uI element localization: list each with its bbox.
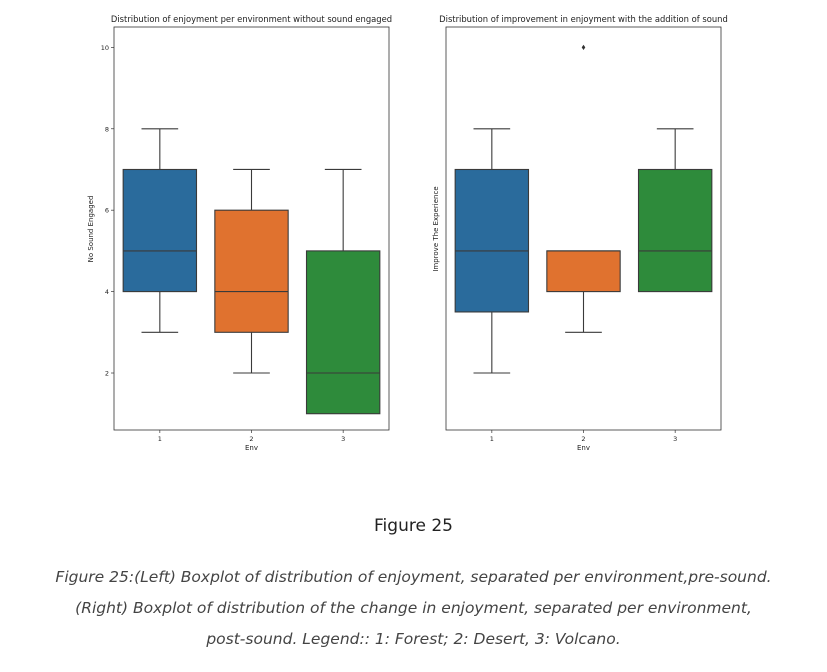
caption-line-3: post-sound. Legend:: 1: Forest; 2: Deser… [206,630,621,648]
right-boxplot-panel: Distribution of improvement in enjoyment… [432,14,728,452]
outlier-point [581,44,586,50]
box-3 [305,250,381,415]
y-axis-label: Improve The Experience [432,186,440,271]
box-2 [214,209,289,333]
boxplot-figure: Distribution of enjoyment per environmen… [87,14,728,452]
chart-title: Distribution of enjoyment per environmen… [111,14,392,24]
box-1 [122,168,198,293]
y-tick-label: 10 [101,44,109,52]
x-tick-label: 3 [341,435,345,443]
y-tick-label: 6 [105,207,109,215]
y-tick-label: 2 [105,370,109,378]
y-tick-label: 8 [105,125,109,133]
caption-line-1: Figure 25:(Left) Boxplot of distribution… [55,568,772,586]
x-tick-label: 1 [158,435,162,443]
chart-title: Distribution of improvement in enjoyment… [439,14,728,24]
figure-caption: Figure 25:(Left) Boxplot of distribution… [20,562,807,655]
box-3 [637,168,713,293]
x-axis-label: Env [577,444,590,452]
figure-number-label: Figure 25 [374,516,453,536]
y-tick-label: 4 [105,288,109,296]
left-boxplot-panel: Distribution of enjoyment per environmen… [87,14,392,452]
box-1 [454,168,530,313]
x-tick-label: 2 [581,435,585,443]
x-tick-label: 1 [490,435,494,443]
x-tick-label: 2 [249,435,253,443]
y-axis-label: No Sound Engaged [87,196,95,263]
box-2 [546,250,621,293]
caption-line-2: (Right) Boxplot of distribution of the c… [75,599,752,617]
x-tick-label: 3 [673,435,677,443]
x-axis-label: Env [245,444,258,452]
